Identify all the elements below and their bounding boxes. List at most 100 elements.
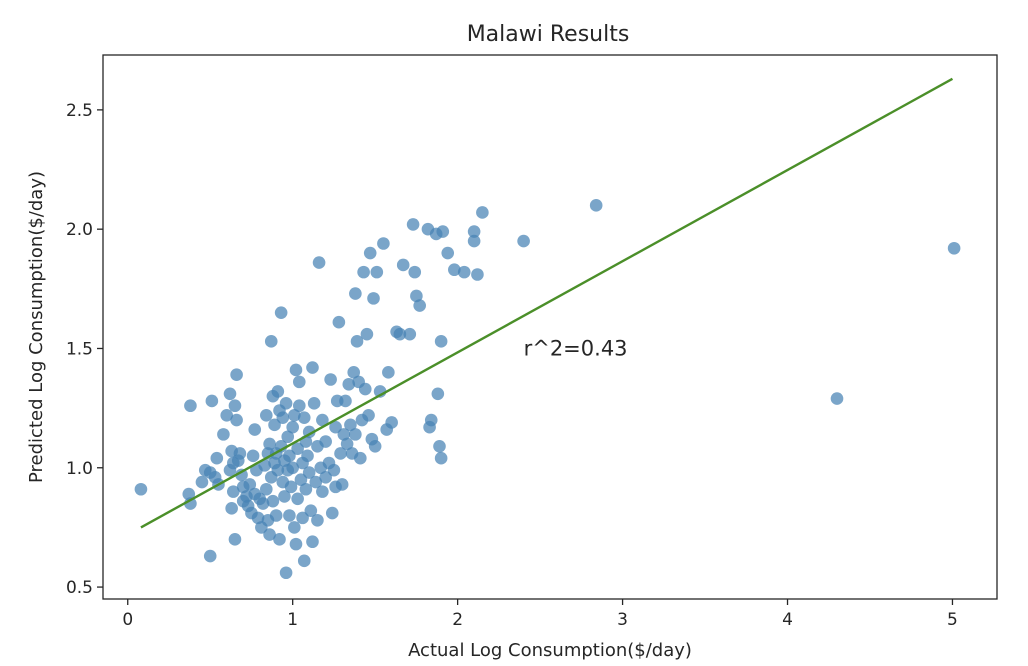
data-point <box>263 528 276 541</box>
data-point <box>467 234 481 248</box>
y-tick-label: 0.5 <box>66 578 93 598</box>
data-point <box>294 473 308 487</box>
data-point <box>309 475 323 489</box>
data-point <box>259 482 273 496</box>
data-point <box>448 263 461 277</box>
data-point <box>271 385 285 398</box>
data-point <box>382 366 395 379</box>
data-point <box>203 549 217 563</box>
data-point <box>278 490 291 503</box>
data-point <box>266 494 280 508</box>
data-point <box>377 237 390 250</box>
data-point <box>283 509 296 522</box>
data-point <box>830 392 844 405</box>
data-point <box>413 299 426 312</box>
data-point <box>316 485 329 498</box>
data-point <box>263 437 276 451</box>
data-point <box>344 418 357 432</box>
data-point <box>283 449 296 463</box>
data-point <box>230 368 243 382</box>
regression-line <box>140 77 954 529</box>
x-tick-label: 0 <box>122 610 133 630</box>
data-point <box>385 416 398 429</box>
r-squared-annotation: r^2=0.43 <box>524 336 628 360</box>
data-point <box>297 554 311 568</box>
data-points <box>134 199 961 580</box>
data-point <box>332 315 346 329</box>
data-point <box>302 466 316 479</box>
data-point <box>406 218 420 231</box>
y-tick-label: 2.0 <box>66 220 93 240</box>
data-point <box>327 463 341 477</box>
data-point <box>227 485 240 498</box>
data-point <box>184 497 197 510</box>
data-point <box>431 387 445 401</box>
data-point <box>368 439 382 453</box>
x-tick-label: 2 <box>452 610 463 630</box>
data-point <box>350 335 364 348</box>
data-point <box>279 397 293 410</box>
data-point <box>292 375 306 389</box>
data-point <box>408 265 422 279</box>
data-point <box>274 306 288 319</box>
data-point <box>424 413 438 427</box>
x-tick-label: 4 <box>782 610 793 630</box>
data-point <box>349 287 362 300</box>
data-point <box>264 335 278 348</box>
data-point <box>134 482 148 496</box>
data-point <box>251 511 265 525</box>
data-point <box>271 463 285 477</box>
data-point <box>195 475 209 489</box>
data-point <box>276 411 290 424</box>
data-point <box>205 394 219 408</box>
plot-frame <box>102 54 998 600</box>
data-point <box>230 413 243 427</box>
data-point <box>288 521 301 534</box>
data-point <box>360 327 374 341</box>
data-point <box>340 437 354 451</box>
data-point <box>233 447 247 460</box>
data-point <box>223 387 237 401</box>
data-point <box>363 246 377 260</box>
data-point <box>286 461 299 475</box>
data-point <box>339 394 352 408</box>
data-point <box>396 258 410 272</box>
data-point <box>347 366 361 379</box>
data-point <box>301 449 314 463</box>
x-tick-label: 5 <box>947 610 958 630</box>
data-point <box>246 449 260 463</box>
data-point <box>358 382 372 396</box>
data-point <box>335 478 349 491</box>
data-point <box>441 246 455 260</box>
data-point <box>228 533 242 546</box>
y-tick-label: 1.5 <box>66 339 93 359</box>
data-point <box>184 399 197 413</box>
y-tick-label: 1.0 <box>66 459 93 479</box>
data-point <box>182 487 196 501</box>
data-point <box>248 423 262 436</box>
data-point <box>589 199 603 212</box>
data-point <box>410 289 423 303</box>
data-point <box>436 225 450 238</box>
data-point <box>319 471 332 484</box>
data-point <box>325 506 339 520</box>
data-point <box>225 502 238 515</box>
x-tick-label: 3 <box>617 610 628 630</box>
data-point <box>306 361 319 374</box>
data-point <box>304 504 318 518</box>
data-point <box>316 413 329 427</box>
data-point <box>312 256 326 269</box>
data-point <box>367 292 380 305</box>
data-point <box>434 335 448 348</box>
data-point <box>337 428 351 441</box>
y-tick-label: 2.5 <box>66 101 93 121</box>
data-point <box>256 497 270 510</box>
data-point <box>467 225 481 238</box>
data-point <box>243 478 257 491</box>
x-axis: 0 1 2 3 4 5 <box>122 599 958 630</box>
data-point <box>403 327 417 341</box>
data-point <box>947 241 961 255</box>
data-point <box>291 492 304 506</box>
x-axis-title: Actual Log Consumption($/day) <box>408 640 692 661</box>
data-point <box>296 511 309 525</box>
